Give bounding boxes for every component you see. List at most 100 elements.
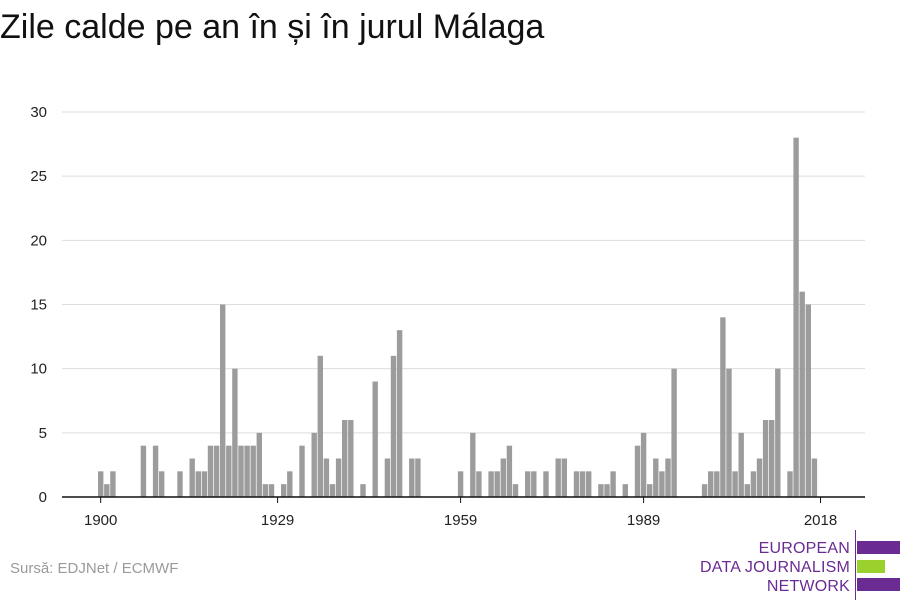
bar-2002 <box>720 317 726 497</box>
bar-1910 <box>159 471 165 497</box>
bar-1924 <box>244 445 250 497</box>
bar-2008 <box>756 458 763 497</box>
bar-2001 <box>714 471 720 497</box>
bar-1982 <box>598 484 604 497</box>
bar-2011 <box>775 368 781 497</box>
bar-2006 <box>744 484 750 497</box>
bar-1967 <box>506 445 513 497</box>
bar-1918 <box>207 445 214 497</box>
bar-1900 <box>98 471 104 497</box>
bar-1926 <box>256 432 262 497</box>
y-tick-label: 0 <box>39 489 47 506</box>
bar-1964 <box>488 471 494 497</box>
bar-1933 <box>299 445 305 497</box>
bar-1923 <box>238 445 244 497</box>
bar-2015 <box>799 291 805 497</box>
bar-1921 <box>226 445 232 497</box>
bar-1966 <box>500 458 506 497</box>
bar-1989 <box>640 432 647 497</box>
bar-1980 <box>586 471 592 497</box>
bar-1909 <box>152 445 159 497</box>
y-tick-label: 25 <box>30 168 47 185</box>
bar-2004 <box>732 471 738 497</box>
bar-2003 <box>726 368 732 497</box>
bar-1928 <box>268 484 275 497</box>
bar-1931 <box>287 471 293 497</box>
bar-1975 <box>555 458 561 497</box>
bar-1986 <box>622 484 628 497</box>
x-tick-label: 2018 <box>804 512 837 529</box>
bar-1922 <box>232 368 238 497</box>
bar-1920 <box>220 304 226 497</box>
y-tick-label: 10 <box>30 361 47 378</box>
bar-1992 <box>659 471 665 497</box>
bar-1991 <box>653 458 659 497</box>
bar-2005 <box>738 432 744 497</box>
bar-1927 <box>262 484 269 497</box>
bar-1973 <box>543 471 549 497</box>
y-tick-label: 20 <box>30 232 47 249</box>
logo-text-line-1: EUROPEAN <box>758 540 850 557</box>
bar-1941 <box>348 420 354 497</box>
bar-1952 <box>415 458 421 497</box>
bar-1948 <box>390 355 397 497</box>
bar-1971 <box>531 471 537 497</box>
bar-1930 <box>281 484 287 497</box>
bar-1913 <box>177 471 183 497</box>
bar-1979 <box>579 471 586 497</box>
y-tick-label: 30 <box>30 104 47 121</box>
bar-1965 <box>494 471 500 497</box>
logo-bar-purple-top <box>857 541 900 554</box>
axes <box>62 496 865 503</box>
bar-series <box>98 137 818 498</box>
bar-1919 <box>213 445 220 497</box>
bar-1970 <box>525 471 531 497</box>
tick-labels: 0 5 10 15 20 25 30 1900 1929 1959 1989 2018 <box>30 104 837 529</box>
bar-1907 <box>140 445 147 497</box>
logo-divider <box>855 530 856 600</box>
bar-1983 <box>604 484 610 497</box>
bar-2010 <box>769 420 775 497</box>
bar-1990 <box>647 484 653 497</box>
bar-1949 <box>396 330 403 497</box>
bar-1988 <box>634 445 641 497</box>
logo-text-line-2: DATA JOURNALISM <box>700 559 850 576</box>
source-label: Sursă: EDJNet / ECMWF <box>10 560 179 577</box>
bar-2009 <box>762 420 769 497</box>
bar-1901 <box>104 484 110 497</box>
bar-1951 <box>409 458 415 497</box>
bar-1962 <box>476 471 482 497</box>
bar-2013 <box>787 471 793 497</box>
x-tick-label: 1929 <box>261 512 294 529</box>
bar-1994 <box>671 368 677 497</box>
x-tick-label: 1959 <box>444 512 477 529</box>
bar-1978 <box>573 471 580 497</box>
bar-1959 <box>457 471 464 497</box>
bar-1940 <box>342 420 348 497</box>
bar-1939 <box>335 458 342 497</box>
bar-1943 <box>360 484 366 497</box>
chart-title: Zile calde pe an în și în jurul Málaga <box>0 8 545 46</box>
bar-2000 <box>708 471 714 497</box>
bar-1902 <box>110 471 116 497</box>
bar-1915 <box>189 458 195 497</box>
bar-1968 <box>512 484 519 497</box>
bar-1938 <box>329 484 336 497</box>
bar-1976 <box>561 458 567 497</box>
bar-1984 <box>610 471 616 497</box>
bar-1993 <box>665 458 671 497</box>
bar-2007 <box>750 471 757 497</box>
bar-2014 <box>793 137 799 498</box>
bar-1936 <box>317 355 323 497</box>
bar-1925 <box>250 445 256 497</box>
x-tick-label: 1989 <box>627 512 660 529</box>
logo-text-line-3: NETWORK <box>766 578 850 595</box>
bar-1945 <box>372 381 378 497</box>
bar-1999 <box>701 484 708 497</box>
x-tick-label: 1900 <box>84 512 117 529</box>
logo-bar-purple-bottom <box>857 578 900 591</box>
y-tick-label: 15 <box>30 297 47 314</box>
y-tick-label: 5 <box>39 425 47 442</box>
bar-1935 <box>311 432 317 497</box>
edjnet-logo: EUROPEAN DATA JOURNALISM NETWORK <box>700 530 900 600</box>
